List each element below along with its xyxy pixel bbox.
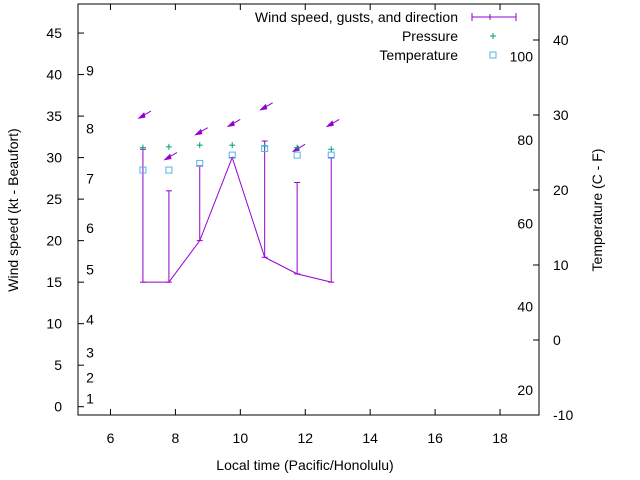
beaufort-label: 7 <box>86 170 94 186</box>
y-left-tick-label: 25 <box>46 191 62 207</box>
legend-swatch-temperature <box>489 51 497 59</box>
temperature-point <box>165 166 173 174</box>
temperature-point <box>261 144 269 152</box>
wind-direction-arrowhead <box>325 120 334 128</box>
wind-direction-arrowhead <box>291 145 300 153</box>
y-right-celsius-label: 0 <box>553 332 561 348</box>
y-axis-left-ticks: 0 5 10 15 20 25 30 35 40 45 <box>46 25 84 415</box>
wind-direction-arrowhead <box>194 128 203 136</box>
legend: Wind speed, gusts, and direction Pressur… <box>255 9 517 63</box>
wind-direction-arrowhead <box>226 120 235 128</box>
legend-swatch-pressure <box>490 33 496 39</box>
y-axis-right-label: Temperature (C - F) <box>589 149 605 272</box>
plot-area-border <box>77 3 540 416</box>
plot-frame <box>77 3 540 416</box>
y-right-fahrenheit-label: 100 <box>510 49 534 65</box>
wind-direction-arrowhead <box>137 112 146 119</box>
wind-speed-line <box>142 156 332 283</box>
temperature-point <box>228 151 236 159</box>
pressure-series <box>139 142 335 153</box>
y-right-celsius-label: 40 <box>553 32 569 48</box>
beaufort-label: 2 <box>86 370 94 386</box>
x-tick-label: 14 <box>362 430 378 446</box>
y-right-fahrenheit-label: 60 <box>517 215 533 231</box>
x-axis-label: Local time (Pacific/Honolulu) <box>216 457 393 473</box>
y-right-fahrenheit-label: 80 <box>517 132 533 148</box>
y-left-tick-label: 30 <box>46 150 62 166</box>
legend-swatch-wind <box>471 13 517 21</box>
y-axis-right-ticks: -10 0 10 20 30 40 20 40 60 80 100 <box>510 32 574 423</box>
x-axis-ticks: 6 8 10 12 14 16 18 <box>107 4 508 446</box>
y-right-celsius-label: 30 <box>553 107 569 123</box>
y-left-tick-label: 40 <box>46 67 62 83</box>
y-right-fahrenheit-label: 40 <box>517 299 533 315</box>
x-tick-label: 10 <box>233 430 249 446</box>
y-left-tick-label: 35 <box>46 108 62 124</box>
wind-series <box>137 102 340 283</box>
x-tick-label: 6 <box>107 430 115 446</box>
y-left-tick-label: 15 <box>46 274 62 290</box>
y-left-tick-label: 20 <box>46 233 62 249</box>
y-left-tick-label: 10 <box>46 316 62 332</box>
y-left-tick-label: 5 <box>54 357 62 373</box>
beaufort-label: 1 <box>86 390 94 406</box>
y-axis-left-label: Wind speed (kt - Beaufort) <box>5 128 21 291</box>
temperature-point <box>139 166 147 174</box>
y-left-tick-label: 0 <box>54 399 62 415</box>
beaufort-label: 9 <box>86 62 94 78</box>
y-right-celsius-label: -10 <box>553 407 573 423</box>
y-left-tick-label: 45 <box>46 25 62 41</box>
beaufort-label: 5 <box>86 262 94 278</box>
temperature-point <box>196 159 204 167</box>
y-right-celsius-label: 10 <box>553 257 569 273</box>
legend-label-temperature: Temperature <box>379 47 458 63</box>
legend-label-wind: Wind speed, gusts, and direction <box>255 9 458 25</box>
legend-label-pressure: Pressure <box>402 28 458 44</box>
temperature-point <box>293 151 301 159</box>
wind-direction-arrowhead <box>259 103 268 111</box>
y-right-celsius-label: 20 <box>553 182 569 198</box>
x-tick-label: 16 <box>427 430 443 446</box>
temperature-series <box>139 144 335 174</box>
x-tick-label: 8 <box>171 430 179 446</box>
temperature-point <box>327 151 335 159</box>
beaufort-label: 6 <box>86 220 94 236</box>
beaufort-labels: 1 2 3 4 5 6 7 8 9 <box>86 62 94 406</box>
beaufort-label: 3 <box>86 345 94 361</box>
y-right-fahrenheit-label: 20 <box>517 382 533 398</box>
wind-direction-arrowhead <box>163 153 172 161</box>
x-tick-label: 18 <box>492 430 508 446</box>
beaufort-label: 8 <box>86 121 94 137</box>
beaufort-label: 4 <box>86 312 94 328</box>
x-tick-label: 12 <box>297 430 313 446</box>
